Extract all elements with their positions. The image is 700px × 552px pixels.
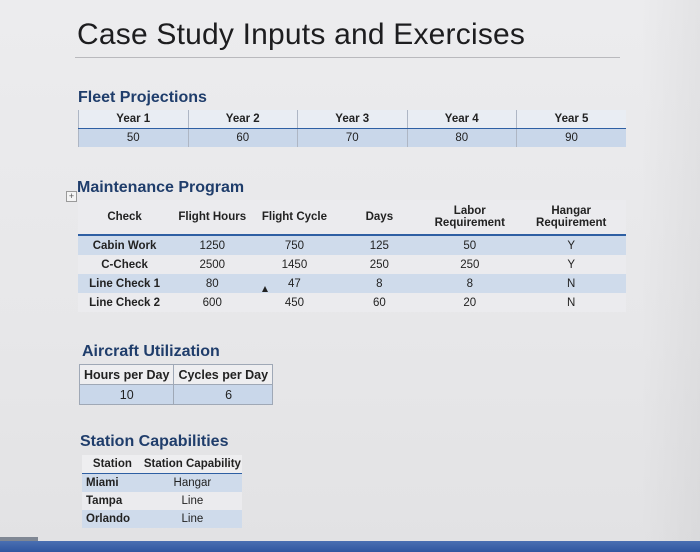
- station-header-capability: Station Capability: [142, 455, 242, 474]
- maint-cell: 750: [253, 235, 336, 255]
- station-cell: Orlando: [82, 510, 143, 528]
- maint-cell: 125: [335, 235, 424, 255]
- station-cell: Line: [142, 492, 242, 510]
- maint-cell: Y: [516, 235, 626, 255]
- table-row: Tampa Line: [82, 492, 242, 510]
- maint-cell: Line Check 2: [78, 293, 172, 312]
- maintenance-program-table: Check Flight Hours Flight Cycle Days Lab…: [78, 200, 626, 312]
- table-row: Line Check 1 80 47 8 8 N: [78, 274, 626, 293]
- mouse-cursor-icon: [262, 286, 268, 292]
- maint-cell: N: [516, 293, 626, 312]
- maint-header-flight-hours: Flight Hours: [171, 200, 254, 234]
- maintenance-program-title: Maintenance Program: [77, 179, 245, 196]
- maint-cell: 20: [423, 293, 517, 312]
- page-title: Case Study Inputs and Exercises: [77, 18, 526, 51]
- maint-cell: C-Check: [78, 255, 172, 274]
- station-cell: Hangar: [142, 473, 242, 492]
- title-underline: [75, 57, 620, 58]
- fleet-value-year1: 50: [78, 128, 188, 147]
- maint-cell: 1250: [171, 235, 254, 255]
- table-header-row: Year 1 Year 2 Year 3 Year 4 Year 5: [78, 110, 626, 129]
- fleet-value-year4: 80: [406, 128, 517, 147]
- maint-cell: 50: [423, 235, 517, 255]
- table-header-row: Hours per Day Cycles per Day: [78, 364, 274, 385]
- station-header-station: Station: [82, 455, 143, 474]
- station-capabilities-table: Station Station Capability Miami Hangar …: [82, 455, 242, 528]
- taskbar: [0, 541, 700, 552]
- station-cell: Tampa: [82, 492, 143, 510]
- station-cell: Line: [142, 510, 242, 528]
- maint-cell: 47: [253, 274, 336, 293]
- aircraft-utilization-title: Aircraft Utilization: [82, 343, 220, 360]
- util-header-cycles: Cycles per Day: [173, 364, 274, 385]
- maint-cell: 2500: [171, 255, 254, 274]
- fleet-projections-title: Fleet Projections: [78, 89, 207, 106]
- maint-cell: 450: [253, 293, 336, 312]
- maint-header-labor: Labor Requirement: [423, 200, 517, 234]
- maint-cell: 60: [335, 293, 424, 312]
- table-row: 10 6: [78, 384, 274, 405]
- maint-header-days: Days: [335, 200, 424, 234]
- fleet-header-year5: Year 5: [516, 110, 626, 129]
- maint-cell: 8: [335, 274, 424, 293]
- table-row: Orlando Line: [82, 510, 242, 528]
- station-capabilities-title: Station Capabilities: [80, 433, 229, 450]
- maint-cell: N: [516, 274, 626, 293]
- maint-cell: Y: [516, 255, 626, 274]
- maint-cell: Cabin Work: [78, 235, 172, 255]
- fleet-header-year2: Year 2: [187, 110, 298, 129]
- maint-header-flight-cycle: Flight Cycle: [253, 200, 336, 234]
- screen-glare: [640, 0, 700, 552]
- table-header-row: Check Flight Hours Flight Cycle Days Lab…: [78, 200, 626, 234]
- table-row: Cabin Work 1250 750 125 50 Y: [78, 235, 626, 255]
- aircraft-utilization-table: Hours per Day Cycles per Day 10 6: [78, 364, 274, 405]
- table-row: Miami Hangar: [82, 473, 242, 492]
- table-row: 50 60 70 80 90: [78, 128, 626, 147]
- maint-cell: 1450: [253, 255, 336, 274]
- maint-cell: Line Check 1: [78, 274, 172, 293]
- table-row: Line Check 2 600 450 60 20 N: [78, 293, 626, 312]
- fleet-projections-table: Year 1 Year 2 Year 3 Year 4 Year 5 50 60…: [78, 110, 626, 147]
- fleet-value-year5: 90: [516, 128, 626, 147]
- maint-header-check: Check: [78, 200, 172, 234]
- fleet-header-year1: Year 1: [78, 110, 188, 129]
- expand-icon[interactable]: +: [66, 191, 77, 202]
- fleet-header-year3: Year 3: [297, 110, 407, 129]
- maint-cell: 8: [423, 274, 517, 293]
- table-header-row: Station Station Capability: [82, 455, 242, 474]
- maint-cell: 250: [423, 255, 517, 274]
- maint-cell: 250: [335, 255, 424, 274]
- util-value-cycles: 6: [173, 384, 274, 405]
- util-value-hours: 10: [78, 384, 175, 405]
- fleet-value-year3: 70: [297, 128, 407, 147]
- maint-header-hangar: Hangar Requirement: [516, 200, 626, 234]
- maint-cell: 80: [171, 274, 254, 293]
- fleet-value-year2: 60: [187, 128, 298, 147]
- util-header-hours: Hours per Day: [78, 364, 175, 385]
- maint-cell: 600: [171, 293, 254, 312]
- fleet-header-year4: Year 4: [406, 110, 517, 129]
- station-cell: Miami: [82, 473, 143, 492]
- table-row: C-Check 2500 1450 250 250 Y: [78, 255, 626, 274]
